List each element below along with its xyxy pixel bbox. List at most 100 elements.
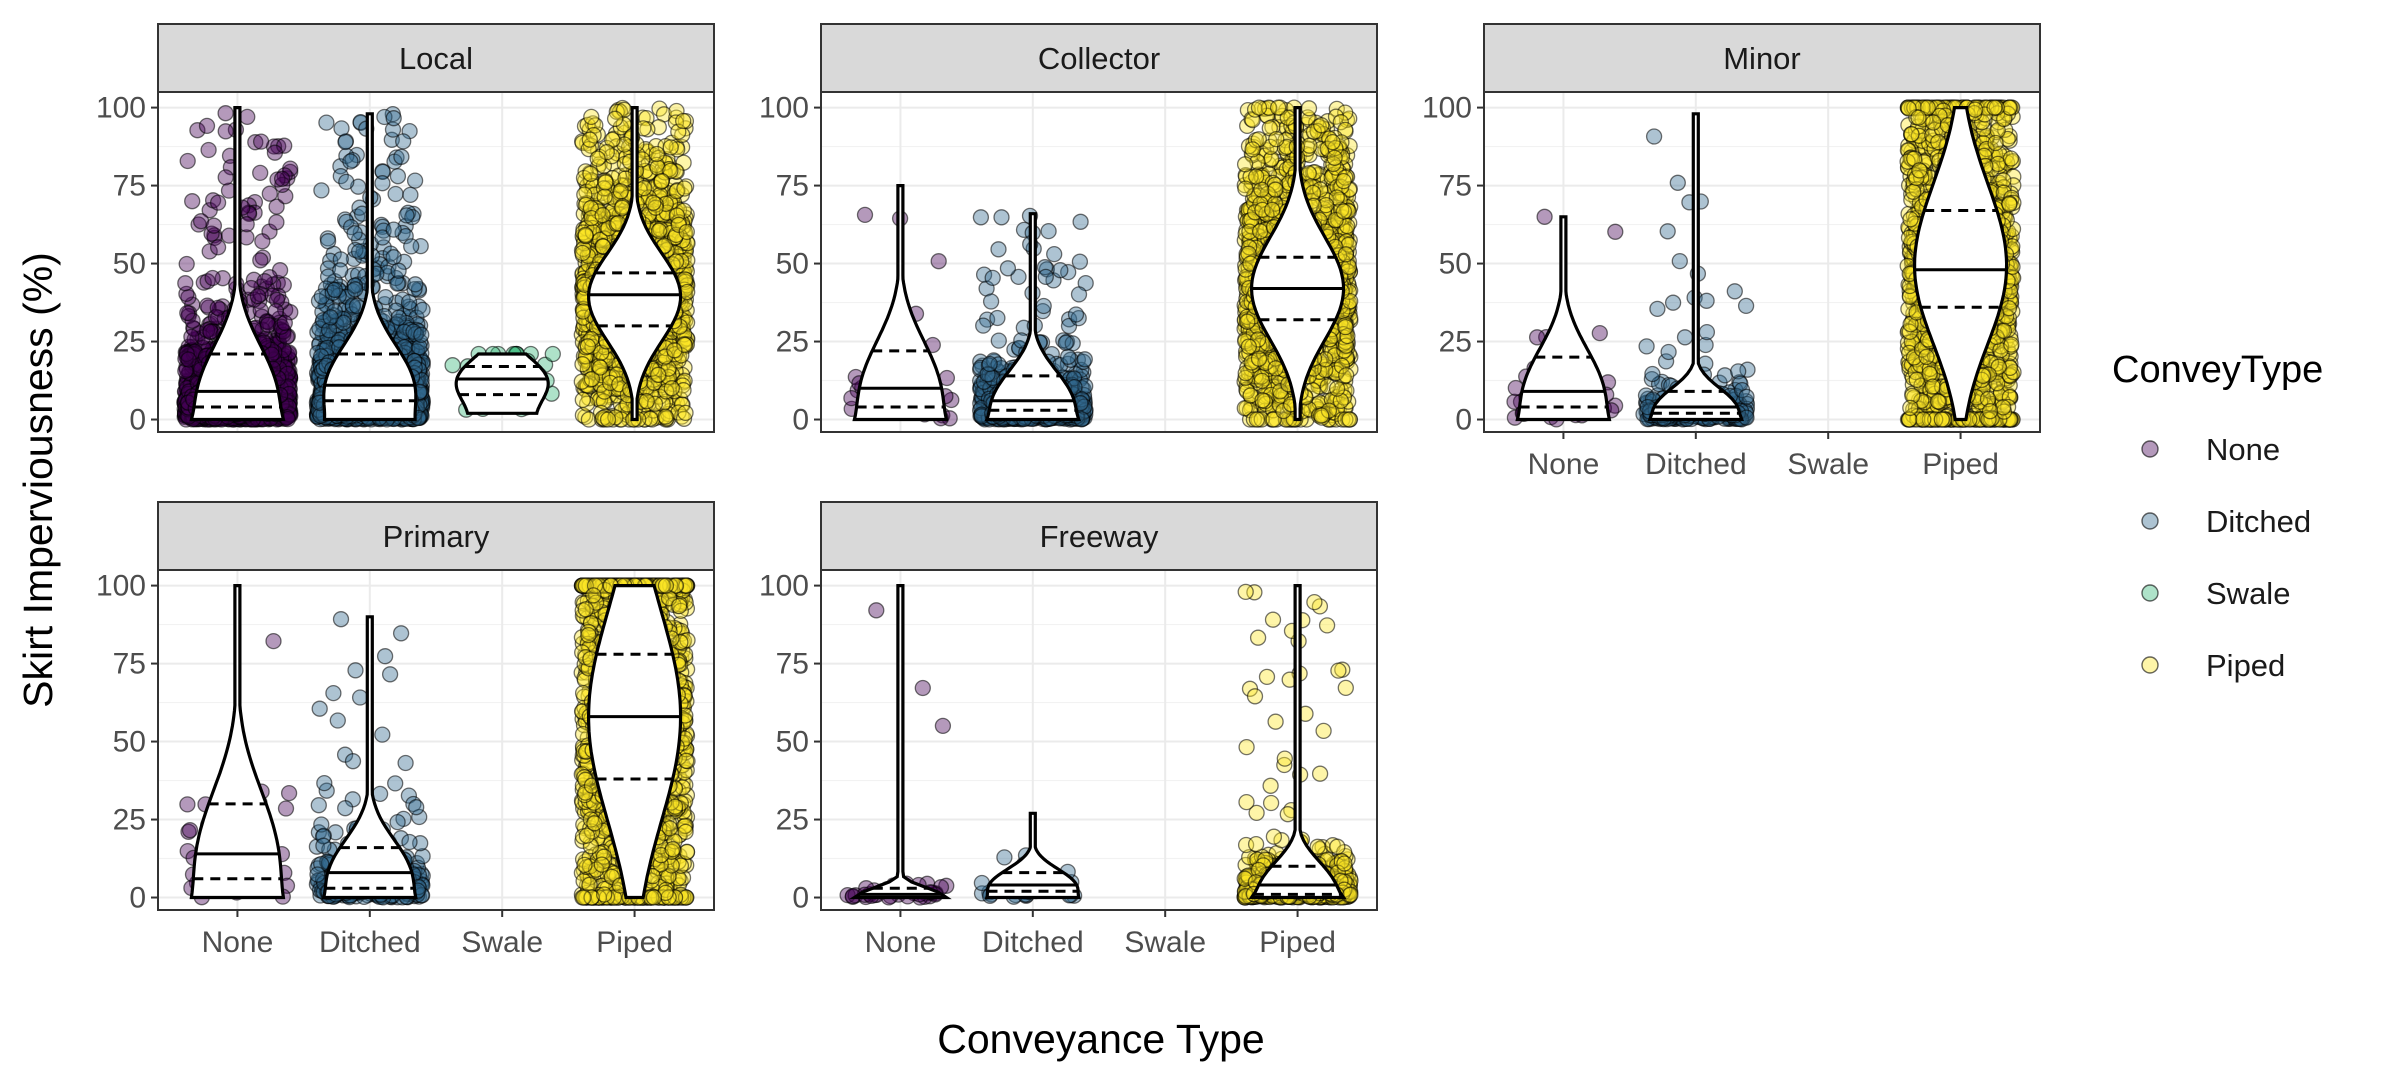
data-point <box>254 233 271 250</box>
data-point <box>596 188 613 205</box>
data-point <box>579 338 596 355</box>
data-point <box>179 152 196 170</box>
y-tick-label: 75 <box>113 170 146 203</box>
data-point <box>387 185 404 203</box>
data-point <box>385 221 402 238</box>
data-point <box>666 342 683 359</box>
data-point <box>377 288 394 306</box>
data-point <box>217 105 234 122</box>
data-point <box>678 223 695 241</box>
facet-strip-label: Local <box>399 41 473 76</box>
data-point <box>318 114 335 131</box>
data-point <box>350 243 368 260</box>
data-point <box>653 172 670 190</box>
data-point <box>326 281 343 299</box>
data-point <box>209 194 227 211</box>
data-point <box>252 252 269 269</box>
data-point <box>322 309 339 326</box>
data-point <box>594 207 611 224</box>
data-point <box>268 214 285 231</box>
data-point <box>259 316 277 333</box>
data-point <box>200 141 217 159</box>
data-point <box>249 288 267 305</box>
data-point <box>650 366 667 383</box>
y-tick-label: 50 <box>113 248 146 281</box>
data-point <box>252 164 269 182</box>
data-point <box>583 108 600 126</box>
data-point <box>180 351 197 368</box>
data-point <box>178 255 195 273</box>
data-point <box>574 391 591 409</box>
data-point <box>577 226 594 244</box>
data-point <box>589 150 606 167</box>
data-point <box>342 153 359 170</box>
data-point <box>198 117 216 135</box>
data-point <box>338 173 355 191</box>
data-point <box>592 359 609 376</box>
data-point <box>663 380 680 397</box>
data-point <box>374 175 391 192</box>
data-point <box>239 108 256 126</box>
data-point <box>184 193 201 210</box>
data-point <box>444 357 461 374</box>
data-point <box>635 179 653 197</box>
data-point <box>597 174 614 191</box>
data-point <box>389 168 407 185</box>
data-point <box>266 144 284 161</box>
facet-panels: Local0255075100Collector0255075100Minor0… <box>96 23 2041 959</box>
data-point <box>313 182 330 199</box>
data-point <box>581 131 598 148</box>
data-point <box>273 170 291 187</box>
data-point <box>183 328 200 346</box>
data-point <box>582 165 599 182</box>
data-point <box>676 180 693 197</box>
data-point <box>209 299 226 317</box>
data-point <box>400 293 418 311</box>
data-point <box>385 249 402 266</box>
data-point <box>638 393 655 410</box>
data-point <box>574 244 591 262</box>
data-point <box>662 139 679 156</box>
data-point <box>393 148 410 165</box>
data-point <box>390 262 407 279</box>
data-point <box>606 110 624 127</box>
data-point <box>612 183 629 200</box>
violin-swale <box>454 352 550 415</box>
facet-strip-local <box>157 23 715 93</box>
data-point <box>205 217 223 234</box>
data-point <box>346 225 363 242</box>
data-point <box>202 323 219 340</box>
data-point <box>398 207 415 224</box>
data-point <box>648 145 665 163</box>
data-point <box>209 239 227 256</box>
data-point <box>385 110 402 127</box>
data-point <box>407 276 424 293</box>
data-point <box>675 112 692 130</box>
data-point <box>252 133 270 150</box>
data-point <box>406 172 424 189</box>
data-point <box>574 356 591 373</box>
data-point <box>403 238 420 255</box>
data-point <box>177 275 194 292</box>
y-tick-label: 0 <box>129 404 146 437</box>
data-point <box>395 133 412 150</box>
data-point <box>217 123 234 140</box>
data-point <box>332 262 349 279</box>
data-point <box>346 281 364 298</box>
data-point <box>657 408 674 425</box>
data-point <box>599 411 617 428</box>
data-point <box>413 326 430 343</box>
data-point <box>650 222 668 239</box>
data-point <box>267 303 285 320</box>
data-point <box>402 186 419 204</box>
data-point <box>677 404 694 422</box>
y-tick-label: 100 <box>96 92 146 125</box>
data-point <box>319 233 337 250</box>
data-point <box>930 253 947 270</box>
data-point <box>1072 213 1089 230</box>
data-point <box>856 206 874 224</box>
data-point <box>414 301 431 319</box>
data-point <box>333 120 350 137</box>
